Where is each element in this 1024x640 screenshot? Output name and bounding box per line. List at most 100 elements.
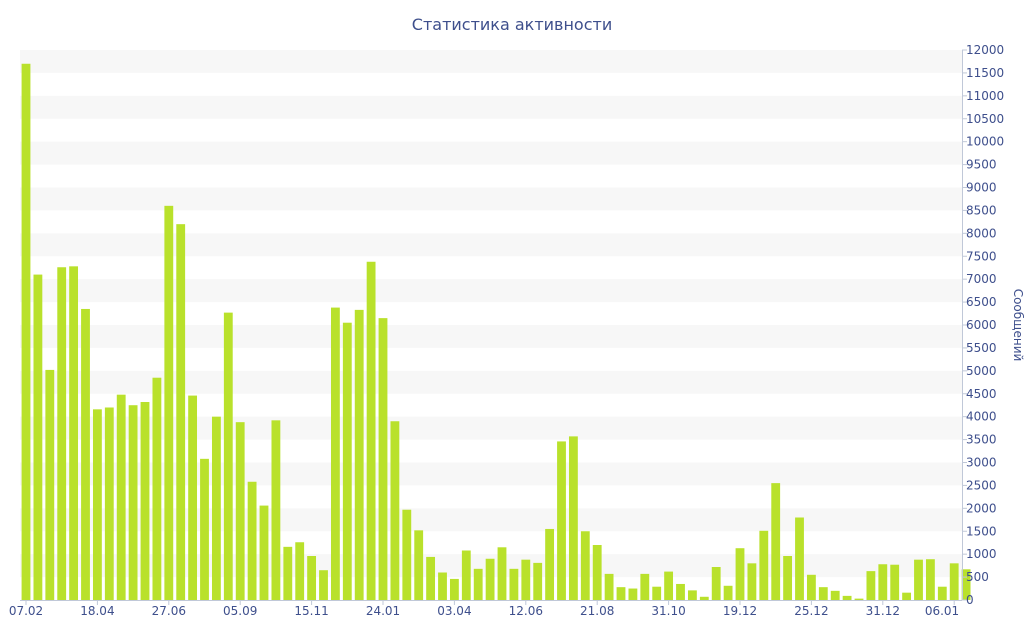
bar <box>319 570 328 600</box>
grid-band <box>20 187 962 211</box>
grid-band <box>20 95 962 119</box>
y-tick-label: 12000 <box>966 43 1004 57</box>
x-tick-label: 31.12 <box>866 604 900 618</box>
x-tick-label: 31.10 <box>651 604 685 618</box>
bar <box>545 528 555 600</box>
bar <box>152 377 162 600</box>
bar <box>795 517 804 600</box>
bar <box>747 563 757 600</box>
bar <box>509 568 519 600</box>
bar <box>21 63 31 600</box>
bar <box>557 441 566 600</box>
bar <box>640 573 650 600</box>
bar <box>449 578 459 600</box>
bar <box>925 559 935 600</box>
bar <box>81 308 90 600</box>
bar <box>271 420 281 600</box>
y-tick-label: 6500 <box>966 295 997 309</box>
y-tick-label: 2000 <box>966 501 997 515</box>
x-tick-label: 15.11 <box>294 604 328 618</box>
bar <box>806 574 816 600</box>
bar <box>759 530 769 600</box>
bar <box>69 266 79 600</box>
bar <box>497 547 507 600</box>
bar <box>33 274 43 600</box>
bar <box>223 312 233 600</box>
y-tick-label: 3500 <box>966 433 997 447</box>
bar <box>580 531 590 600</box>
bar <box>116 394 126 600</box>
bar <box>104 407 114 600</box>
bar <box>200 458 209 600</box>
bar <box>485 558 495 600</box>
bar <box>890 564 900 600</box>
y-tick-label: 5500 <box>966 341 997 355</box>
bar <box>711 567 721 600</box>
bar <box>128 405 138 600</box>
y-tick-label: 3000 <box>966 456 997 470</box>
bar <box>247 481 257 600</box>
bar <box>830 590 840 600</box>
y-tick-label: 1500 <box>966 524 997 538</box>
bar <box>914 559 923 600</box>
grid-band <box>20 141 962 165</box>
bar <box>461 550 471 600</box>
grid-band <box>20 416 962 440</box>
x-tick-label: 06.01 <box>925 604 959 618</box>
bar <box>92 409 102 600</box>
x-tick-label: 19.12 <box>723 604 757 618</box>
x-tick-label: 05.09 <box>223 604 257 618</box>
bar <box>426 556 436 600</box>
bar <box>652 586 662 600</box>
bar <box>354 309 364 600</box>
y-tick-label: 7500 <box>966 249 997 263</box>
bar <box>283 546 293 600</box>
bar <box>664 571 674 600</box>
y-tick-label: 500 <box>966 570 989 584</box>
bar <box>735 548 745 600</box>
bar <box>866 571 876 600</box>
bar <box>533 562 543 600</box>
bar <box>235 422 245 600</box>
y-tick-label: 11000 <box>966 89 1004 103</box>
bar <box>330 307 340 600</box>
bar <box>568 436 578 600</box>
grid-band <box>20 325 962 348</box>
grid-band <box>20 50 962 73</box>
bar <box>295 542 305 600</box>
grid-bands <box>20 50 962 578</box>
x-tick-label: 21.08 <box>580 604 614 618</box>
y-tick-label: 5000 <box>966 364 997 378</box>
bar <box>521 559 531 600</box>
y-tick-label: 10000 <box>966 135 1004 149</box>
bar <box>961 569 971 600</box>
bar <box>45 369 55 600</box>
bar <box>818 587 828 600</box>
bar <box>307 556 317 600</box>
y-tick-label: 8500 <box>966 203 997 217</box>
y-tick-label: 10500 <box>966 112 1004 126</box>
chart-title: Статистика активности <box>411 15 613 34</box>
bar <box>164 205 174 601</box>
bar <box>771 483 781 600</box>
bar <box>176 224 186 600</box>
bar <box>937 586 947 600</box>
x-axis-ticks: 07.02 18.04 27.06 05.09 15.11 24.01 03.04 12.06… <box>9 600 959 618</box>
bar <box>140 402 150 600</box>
bar <box>699 596 709 600</box>
bar <box>616 587 626 600</box>
bar <box>723 585 733 600</box>
y-tick-label: 11500 <box>966 66 1004 80</box>
bar <box>188 395 198 600</box>
y-tick-label: 0 <box>966 593 974 607</box>
bar <box>842 595 852 600</box>
bar <box>676 583 685 600</box>
y-tick-label: 9500 <box>966 158 997 172</box>
x-tick-label: 03.04 <box>437 604 471 618</box>
x-tick-label: 07.02 <box>9 604 43 618</box>
grid-band <box>20 279 962 303</box>
bar <box>687 590 697 600</box>
x-tick-label: 25.12 <box>794 604 828 618</box>
bar <box>783 556 793 600</box>
